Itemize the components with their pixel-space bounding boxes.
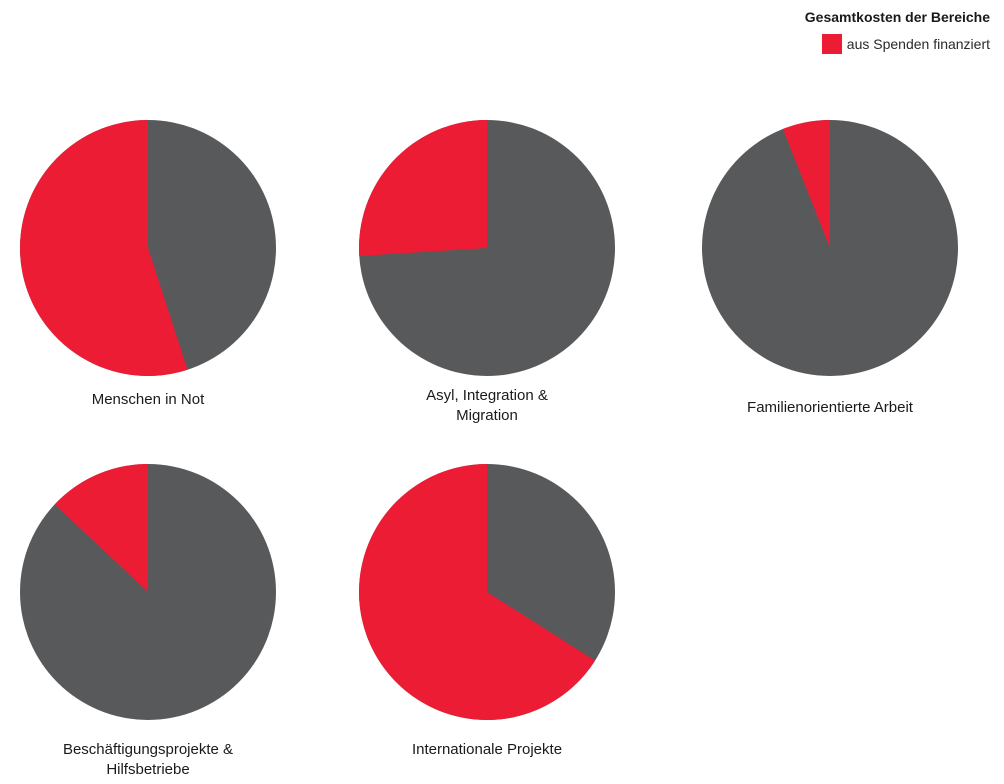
pie-chart-internationale-projekte: Internationale Projekte — [357, 462, 617, 782]
legend-swatch — [821, 34, 842, 54]
pie-slice-donation — [54, 464, 148, 592]
pie-slice-donation — [782, 120, 830, 248]
pie-chart-familienorientierte-arbeit: Familienorientierte Arbeit — [700, 118, 960, 418]
pie-chart-beschaeftigungsprojekte: Beschäftigungsprojekte & Hilfsbetriebe — [18, 462, 278, 782]
pie-label: Asyl, Integration & Migration — [426, 387, 548, 424]
legend-item: aus Spenden finanziert — [805, 34, 990, 54]
legend-item-label: aus Spenden finanziert — [846, 36, 990, 52]
pie-chart-menschen-in-not: Menschen in Not — [18, 118, 278, 418]
pie-slice-donation — [359, 464, 596, 720]
pie-label: Internationale Projekte — [411, 741, 563, 758]
pie-chart-asyl-integration-migration: Asyl, Integration & Migration — [357, 118, 617, 424]
pie-svg — [19, 120, 276, 376]
legend-title: Gesamtkosten der Bereiche — [804, 9, 990, 25]
pie-svg — [359, 464, 615, 720]
pie-label: Familienorientierte Arbeit — [747, 399, 913, 416]
pie-slice-donation — [359, 120, 487, 257]
pie-label: Menschen in Not — [91, 391, 205, 408]
pie-label: Beschäftigungsprojekte & Hilfsbetriebe — [62, 741, 234, 778]
pie-svg — [359, 120, 615, 376]
legend: Gesamtkosten der Bereiche aus Spenden fi… — [805, 8, 990, 54]
pie-svg — [20, 464, 276, 720]
pie-svg — [702, 120, 958, 376]
pie-slice-donation — [19, 120, 188, 376]
